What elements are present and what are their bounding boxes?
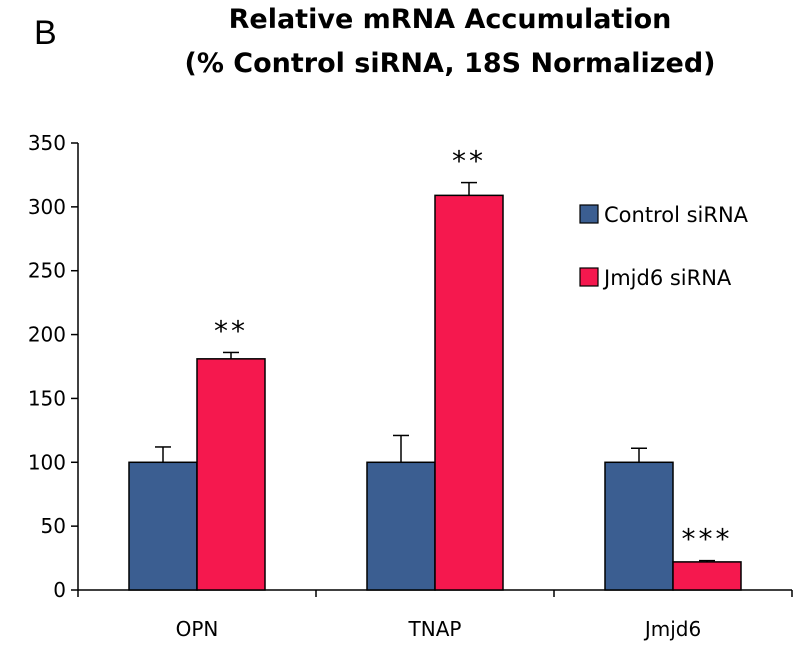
bar-jmjd6-sirna-tnap	[434, 194, 504, 591]
y-tick-label: 300	[28, 195, 66, 219]
bar-control-sirna-jmjd6	[604, 461, 674, 591]
y-tick-label: 50	[41, 514, 66, 538]
y-tick-label: 150	[28, 386, 66, 410]
error-bars	[155, 181, 715, 562]
chart-title-line-2: (% Control siRNA, 18S Normalized)	[184, 48, 715, 79]
legend-label: Jmjd6 siRNA	[602, 266, 732, 290]
x-axis: OPN TNAP Jmjd6	[77, 589, 793, 641]
bar-control-sirna-opn	[128, 461, 198, 591]
legend-swatch	[579, 267, 599, 287]
significance-marker: ***	[682, 523, 733, 556]
x-category-label: TNAP	[408, 617, 462, 641]
y-tick-label: 250	[28, 259, 66, 283]
y-axis: 0 50 100 150 200 250 300 350	[28, 131, 79, 602]
panel-label: B	[34, 14, 57, 52]
bar-jmjd6-sirna-jmjd6	[672, 561, 742, 591]
y-tick-label: 350	[28, 131, 66, 155]
significance-marker: **	[452, 145, 486, 178]
x-category-label: Jmjd6	[643, 617, 701, 641]
bar-jmjd6-sirna-opn	[196, 358, 266, 591]
legend-swatch	[579, 204, 599, 224]
legend: Control siRNA Jmjd6 siRNA	[579, 203, 749, 290]
x-category-label: OPN	[176, 617, 219, 641]
significance-marker: **	[214, 314, 248, 347]
y-tick-label: 0	[53, 578, 66, 602]
y-tick-label: 200	[28, 323, 66, 347]
bars	[128, 194, 742, 591]
legend-label: Control siRNA	[604, 203, 749, 227]
significance-annotations: *******	[214, 145, 733, 556]
chart-title-line-1: Relative mRNA Accumulation	[229, 4, 672, 35]
y-tick-label: 100	[28, 450, 66, 474]
bar-control-sirna-tnap	[366, 461, 436, 591]
